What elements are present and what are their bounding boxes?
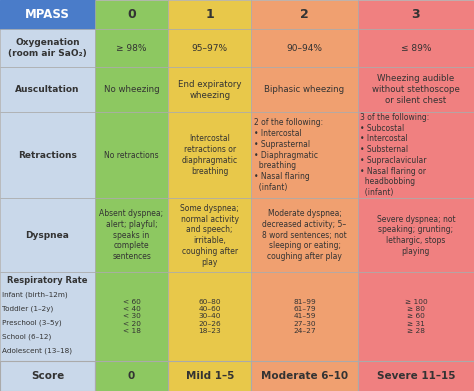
Text: Wheezing audible
without stethoscope
or silent chest: Wheezing audible without stethoscope or … — [372, 74, 460, 105]
Text: No retractions: No retractions — [104, 151, 159, 160]
Text: Toddler (1–2y): Toddler (1–2y) — [2, 305, 53, 312]
Bar — [95, 0, 168, 29]
Bar — [0, 272, 95, 361]
Bar — [95, 361, 168, 391]
Bar — [0, 361, 95, 391]
Bar — [0, 198, 95, 272]
Bar — [251, 112, 358, 198]
Text: ≥ 98%: ≥ 98% — [116, 43, 147, 52]
Text: Adolescent (13–18): Adolescent (13–18) — [2, 348, 72, 354]
Text: Infant (birth–12m): Infant (birth–12m) — [2, 291, 67, 298]
Text: 2: 2 — [300, 8, 309, 21]
Text: Severe dyspnea; not
speaking; grunting;
lethargic, stops
playing: Severe dyspnea; not speaking; grunting; … — [377, 215, 455, 256]
Text: Moderate 6–10: Moderate 6–10 — [261, 371, 348, 381]
Text: Intercostal
retractions or
diaphragmatic
breathing: Intercostal retractions or diaphragmatic… — [182, 135, 238, 176]
Text: Severe 11–15: Severe 11–15 — [377, 371, 455, 381]
Bar — [95, 112, 168, 198]
Text: Dyspnea: Dyspnea — [26, 231, 69, 240]
Bar — [168, 361, 251, 391]
Text: Oxygenation
(room air SaO₂): Oxygenation (room air SaO₂) — [8, 38, 87, 58]
Text: 2 of the following:
• Intercostal
• Suprasternal
• Diaphragmatic
  breathing
• N: 2 of the following: • Intercostal • Supr… — [254, 118, 323, 192]
Bar — [95, 68, 168, 112]
Bar — [358, 29, 474, 68]
Bar — [168, 29, 251, 68]
Text: 90–94%: 90–94% — [287, 43, 322, 52]
Bar — [251, 272, 358, 361]
Text: Biphasic wheezing: Biphasic wheezing — [264, 85, 345, 94]
Text: 3 of the following:
• Subcostal
• Intercostal
• Substernal
• Supraclavicular
• N: 3 of the following: • Subcostal • Interc… — [360, 113, 429, 197]
Text: ≥ 100
≥ 80
≥ 60
≥ 31
≥ 28: ≥ 100 ≥ 80 ≥ 60 ≥ 31 ≥ 28 — [405, 299, 427, 334]
Text: 60–80
40–60
30–40
20–26
18–23: 60–80 40–60 30–40 20–26 18–23 — [199, 299, 221, 334]
Bar — [0, 29, 95, 68]
Bar — [95, 272, 168, 361]
Bar — [0, 112, 95, 198]
Text: 81–99
61–79
41–59
27–30
24–27: 81–99 61–79 41–59 27–30 24–27 — [293, 299, 316, 334]
Bar — [251, 29, 358, 68]
Text: 1: 1 — [205, 8, 214, 21]
Bar — [95, 29, 168, 68]
Text: No wheezing: No wheezing — [104, 85, 159, 94]
Text: ≤ 89%: ≤ 89% — [401, 43, 431, 52]
Bar — [251, 198, 358, 272]
Text: School (6–12): School (6–12) — [2, 334, 51, 340]
Text: Preschool (3–5y): Preschool (3–5y) — [2, 319, 62, 326]
Bar — [95, 198, 168, 272]
Text: 0: 0 — [127, 8, 136, 21]
Bar — [251, 361, 358, 391]
Text: Auscultation: Auscultation — [15, 85, 80, 94]
Bar — [358, 0, 474, 29]
Text: Score: Score — [31, 371, 64, 381]
Text: Some dyspnea;
normal activity
and speech;
irritable,
coughing after
play: Some dyspnea; normal activity and speech… — [181, 204, 239, 267]
Bar — [168, 272, 251, 361]
Bar — [168, 0, 251, 29]
Text: Absent dyspnea;
alert; playful;
speaks in
complete
sentences: Absent dyspnea; alert; playful; speaks i… — [100, 209, 164, 261]
Bar — [358, 361, 474, 391]
Text: Mild 1–5: Mild 1–5 — [185, 371, 234, 381]
Bar — [358, 68, 474, 112]
Bar — [251, 0, 358, 29]
Text: Retractions: Retractions — [18, 151, 77, 160]
Text: MPASS: MPASS — [25, 8, 70, 21]
Bar — [0, 0, 95, 29]
Bar — [168, 198, 251, 272]
Text: Respiratory Rate: Respiratory Rate — [7, 276, 88, 285]
Bar — [168, 112, 251, 198]
Text: End expiratory
wheezing: End expiratory wheezing — [178, 80, 241, 99]
Bar — [358, 112, 474, 198]
Text: 0: 0 — [128, 371, 135, 381]
Bar — [251, 68, 358, 112]
Bar — [168, 68, 251, 112]
Text: Moderate dyspnea;
decreased activity; 5–
8 word sentences; not
sleeping or eatin: Moderate dyspnea; decreased activity; 5–… — [262, 209, 347, 261]
Bar — [358, 272, 474, 361]
Text: 3: 3 — [411, 8, 420, 21]
Text: < 60
< 40
< 30
< 20
< 18: < 60 < 40 < 30 < 20 < 18 — [123, 299, 140, 334]
Bar — [0, 68, 95, 112]
Text: 95–97%: 95–97% — [191, 43, 228, 52]
Bar — [358, 198, 474, 272]
